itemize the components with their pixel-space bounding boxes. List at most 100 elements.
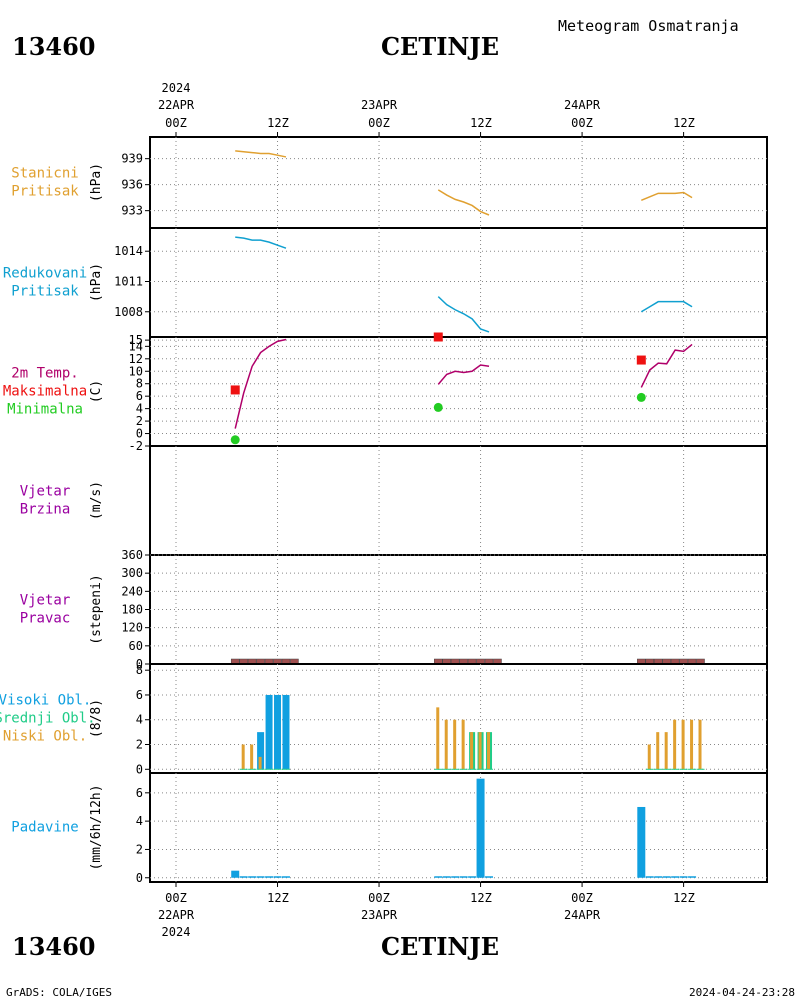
low-cloud-bar [647,744,651,770]
panel-label: Stanicni [11,166,78,182]
precip-bar [637,806,646,878]
y-tick-label: 8 [136,377,143,391]
y-tick-label: 0 [136,427,143,441]
low-cloud-bar [656,732,660,770]
series-line [235,150,287,158]
precip-bar [434,876,443,878]
precip-bar [654,876,663,878]
y-tick-label: 6 [136,688,143,702]
y-tick-label: 4 [136,402,143,416]
y-tick-label: 939 [121,152,143,166]
precip-bar [442,876,451,878]
top-hour-label: 12Z [267,116,289,130]
high-cloud-bar [282,694,290,770]
panel-label: Pritisak [11,184,79,200]
series-line [640,343,693,388]
precip-bar [265,876,274,878]
bottom-date-label: 23APR [361,908,398,922]
panel-label: Brzina [20,502,71,518]
y-tick-label: 2 [136,842,143,856]
bottom-hour-label: 12Z [470,891,492,905]
panel-padavine: 0 2 4 6 Padavine (mm/6h/12h) [11,772,768,887]
top-hour-label: 00Z [571,116,593,130]
footer-credit: GrADS: COLA/IGES [6,986,112,999]
y-axis-unit: (mm/6h/12h) [89,784,104,870]
top-hour-label: 12Z [673,116,695,130]
y-tick-label: -2 [129,439,143,453]
y-axis-unit: (stepeni) [89,574,104,644]
top-time-axis: 2024 22APR 23APR 24APR 00Z 12Z 00Z 12Z 0… [158,81,695,130]
panel-label: Srednji Obl. [0,711,96,727]
panel-frame [149,445,768,556]
station-id-bottom: 13460 [12,932,96,961]
y-tick-label: 360 [121,548,143,562]
low-cloud-bar [664,732,668,770]
series-line [437,189,490,216]
y-tick-label: 936 [121,178,143,192]
y-tick-label: 60 [129,639,143,653]
y-tick-label: 120 [121,621,143,635]
y-tick-label: 240 [121,584,143,598]
high-cloud-bar [274,694,282,770]
y-tick-label: 1008 [114,305,143,319]
panel-label: Redukovani [3,266,87,282]
precip-bar [679,876,688,878]
panel-label: 2m Temp. [11,366,78,382]
panel-frame [149,136,768,229]
y-tick-label: 0 [136,657,143,671]
series-line [235,236,287,249]
low-cloud-bar [698,719,702,770]
y-tick-label: 0 [136,762,143,776]
series-line [437,296,490,333]
panel-vjetar_pravac: 0 60 120 180 240 300 360 Vjetar Pravac (stepeni) [20,548,768,671]
panel-label: Minimalna [7,402,83,418]
top-hour-label: 00Z [165,116,187,130]
y-tick-label: 933 [121,204,143,218]
precip-bar [451,876,460,878]
low-cloud-bar [444,719,448,770]
low-cloud-bar [461,719,465,770]
panel-label: Pravac [20,611,71,627]
y-tick-label: 1011 [114,274,143,288]
panel-stanicni_pritisak: 933 936 939 Stanicni Pritisak (hPa) [11,132,768,229]
series-line [437,364,490,385]
y-tick-label: 8 [136,663,143,677]
top-year-label: 2024 [162,81,191,95]
y-tick-label: 15 [129,333,143,347]
max-temp-marker [433,332,443,342]
footer-timestamp: 2024-04-24-23:28 [689,986,795,999]
max-temp-marker [636,355,646,365]
low-cloud-bar [681,719,685,770]
min-temp-marker [636,392,646,402]
panel-frame [149,772,768,883]
high-cloud-bar [265,694,273,770]
y-tick-label: 14 [129,339,143,353]
top-hour-label: 12Z [470,116,492,130]
bottom-hour-label: 00Z [571,891,593,905]
precip-bar [239,876,248,878]
panel-vjetar_brzina: Vjetar Brzina (m/s) [20,445,768,556]
y-tick-label: 300 [121,566,143,580]
y-tick-label: 4 [136,814,143,828]
precip-bar [468,876,477,878]
max-temp-marker [230,385,240,395]
series-line [640,300,693,313]
precip-bar [485,876,494,878]
panel-oblacnost: 0 2 4 6 8 Visoki Obl. Srednji Obl. Niski Obl. (8… [0,663,768,776]
y-axis-unit: (8/8) [89,699,104,738]
precip-bar [662,876,671,878]
bottom-year-label: 2024 [162,925,191,939]
low-cloud-bar [258,756,262,770]
low-cloud-bar [673,719,677,770]
low-cloud-bar [250,744,254,770]
top-date-label: 23APR [361,98,398,112]
low-cloud-bar [453,719,457,770]
panel-label: Padavine [11,820,78,836]
y-tick-label: 6 [136,786,143,800]
panel-label: Visoki Obl. [0,693,91,709]
y-tick-label: 180 [121,603,143,617]
precip-bar [459,876,468,878]
